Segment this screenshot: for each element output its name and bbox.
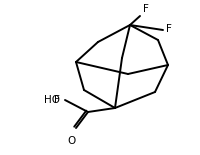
Text: F: F	[54, 95, 60, 105]
Text: HO: HO	[44, 95, 60, 105]
Text: O: O	[68, 136, 76, 146]
Text: F: F	[165, 24, 171, 34]
Text: F: F	[142, 4, 148, 14]
